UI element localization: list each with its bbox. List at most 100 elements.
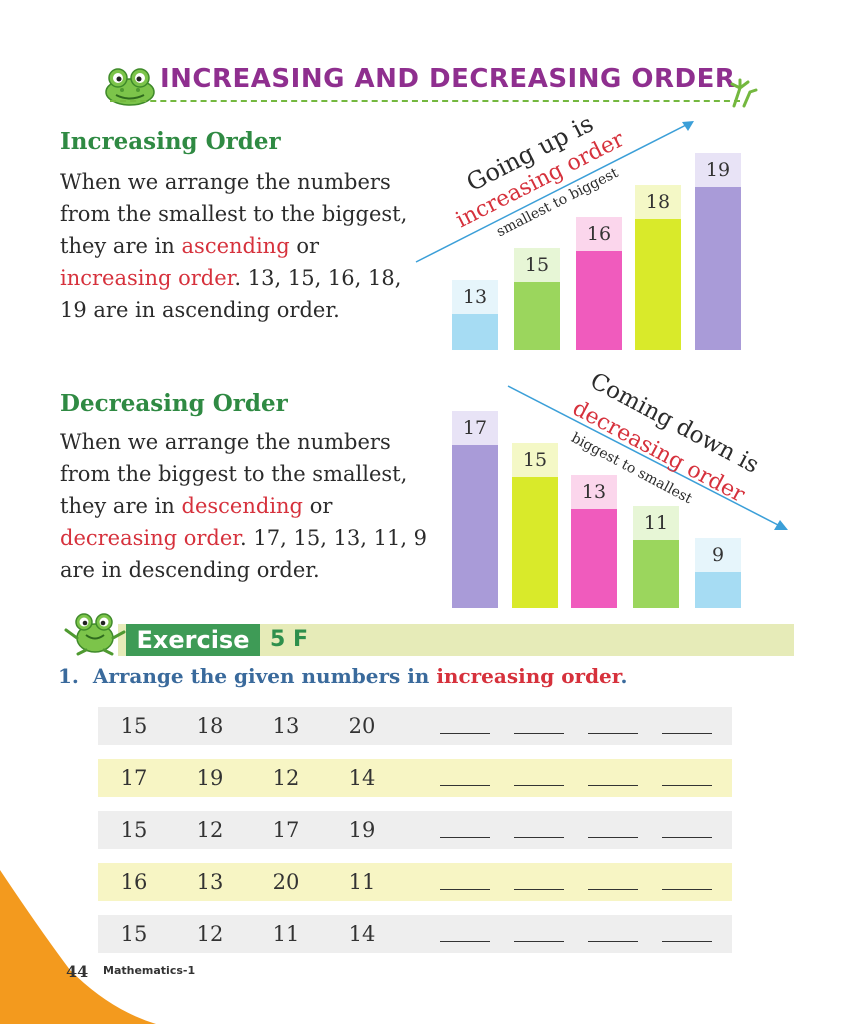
answer-blank[interactable] xyxy=(440,837,490,838)
answer-blank[interactable] xyxy=(514,837,564,838)
bar-15: 15 xyxy=(512,443,558,608)
answer-blank[interactable] xyxy=(440,941,490,942)
answer-blank[interactable] xyxy=(440,889,490,890)
bar-fill xyxy=(512,477,558,608)
paragraph-line: decreasing order. 17, 15, 13, 11, 9 xyxy=(60,522,427,554)
decreasing-arrow xyxy=(507,385,788,530)
orange-corner-decoration xyxy=(0,870,156,1024)
bar-label: 18 xyxy=(635,185,681,219)
bar-17: 17 xyxy=(452,411,498,608)
bar-label: 19 xyxy=(695,153,741,187)
increasing-order-heading: Increasing Order xyxy=(60,128,281,155)
row-number: 20 xyxy=(348,714,376,738)
paragraph-line: they are in ascending or xyxy=(60,230,407,262)
answer-blank[interactable] xyxy=(514,889,564,890)
book-name: Mathematics-1 xyxy=(103,964,196,977)
bar-label: 15 xyxy=(514,248,560,282)
answer-blank[interactable] xyxy=(440,785,490,786)
bar-fill xyxy=(576,251,622,350)
text: . 17, 15, 13, 11, 9 xyxy=(240,526,428,550)
answer-blank[interactable] xyxy=(588,941,638,942)
row-number: 12 xyxy=(272,766,300,790)
question-1: 1. Arrange the given numbers in increasi… xyxy=(58,664,627,688)
row-number: 11 xyxy=(272,922,300,946)
bar-13: 13 xyxy=(452,280,498,350)
text: they are in xyxy=(60,494,182,518)
row-number: 12 xyxy=(196,818,224,842)
question-number: 1. xyxy=(58,664,79,688)
bar-fill xyxy=(514,282,560,350)
frog-foot-icon xyxy=(730,78,758,108)
bar-fill xyxy=(633,540,679,608)
row-number: 15 xyxy=(120,922,148,946)
bar-label: 13 xyxy=(452,280,498,314)
increasing-arrow xyxy=(415,121,694,263)
answer-blank[interactable] xyxy=(662,837,712,838)
answer-blank[interactable] xyxy=(662,785,712,786)
bar-fill xyxy=(695,572,741,608)
row-number: 13 xyxy=(272,714,300,738)
paragraph-line: from the smallest to the biggest, xyxy=(60,202,408,226)
question-text: Arrange the given numbers in xyxy=(92,664,437,688)
row-number: 17 xyxy=(120,766,148,790)
answer-blank[interactable] xyxy=(662,733,712,734)
answer-blank[interactable] xyxy=(514,733,564,734)
answer-blank[interactable] xyxy=(662,941,712,942)
bar-11: 11 xyxy=(633,506,679,608)
exercise-row: 17 19 12 14 xyxy=(98,759,732,797)
exercise-row: 15 18 13 20 xyxy=(98,707,732,745)
exercise-row: 15 12 11 14 xyxy=(98,915,732,953)
paragraph-line: 19 are in ascending order. xyxy=(60,298,340,322)
row-number: 12 xyxy=(196,922,224,946)
answer-blank[interactable] xyxy=(662,889,712,890)
row-number: 18 xyxy=(196,714,224,738)
bar-fill xyxy=(452,445,498,608)
answer-blank[interactable] xyxy=(588,837,638,838)
bar-13: 13 xyxy=(571,475,617,608)
row-number: 19 xyxy=(348,818,376,842)
answer-blank[interactable] xyxy=(588,733,638,734)
highlight-descending: descending xyxy=(181,494,304,518)
paragraph-line: When we arrange the numbers xyxy=(60,430,391,454)
frog-mascot-icon xyxy=(105,68,155,106)
bar-9: 9 xyxy=(695,538,741,608)
bar-18: 18 xyxy=(635,185,681,350)
row-number: 20 xyxy=(272,870,300,894)
bar-fill xyxy=(571,509,617,608)
paragraph-line: from the biggest to the smallest, xyxy=(60,462,408,486)
highlight-ascending: ascending xyxy=(181,234,290,258)
exercise-row: 15 12 17 19 xyxy=(98,811,732,849)
answer-blank[interactable] xyxy=(514,785,564,786)
row-number: 15 xyxy=(120,714,148,738)
text: they are in xyxy=(60,234,182,258)
bar-fill xyxy=(695,187,741,350)
row-number: 16 xyxy=(120,870,148,894)
paragraph-line: increasing order. 13, 15, 16, 18, xyxy=(60,262,407,294)
text: or xyxy=(303,494,333,518)
bar-16: 16 xyxy=(576,217,622,350)
bar-label: 16 xyxy=(576,217,622,251)
paragraph-line: are in descending order. xyxy=(60,558,320,582)
exercise-row: 16 13 20 11 xyxy=(98,863,732,901)
bar-19: 19 xyxy=(695,153,741,350)
row-number: 11 xyxy=(348,870,376,894)
bar-fill xyxy=(635,219,681,350)
paragraph-line: they are in descending or xyxy=(60,490,427,522)
bar-fill xyxy=(452,314,498,350)
title-underline xyxy=(110,100,740,102)
exercise-label: Exercise xyxy=(136,626,250,654)
row-number: 15 xyxy=(120,818,148,842)
page-title: INCREASING AND DECREASING ORDER xyxy=(160,64,736,94)
decreasing-paragraph: When we arrange the numbers from the big… xyxy=(60,426,427,586)
row-number: 19 xyxy=(196,766,224,790)
exercise-number: 5 F xyxy=(270,627,308,652)
frog-mascot-icon xyxy=(64,613,126,656)
highlight-decreasing-order: decreasing order xyxy=(60,526,241,550)
answer-blank[interactable] xyxy=(514,941,564,942)
row-number: 14 xyxy=(348,766,376,790)
answer-blank[interactable] xyxy=(588,785,638,786)
answer-blank[interactable] xyxy=(588,889,638,890)
row-number: 14 xyxy=(348,922,376,946)
answer-blank[interactable] xyxy=(440,733,490,734)
bar-15: 15 xyxy=(514,248,560,350)
